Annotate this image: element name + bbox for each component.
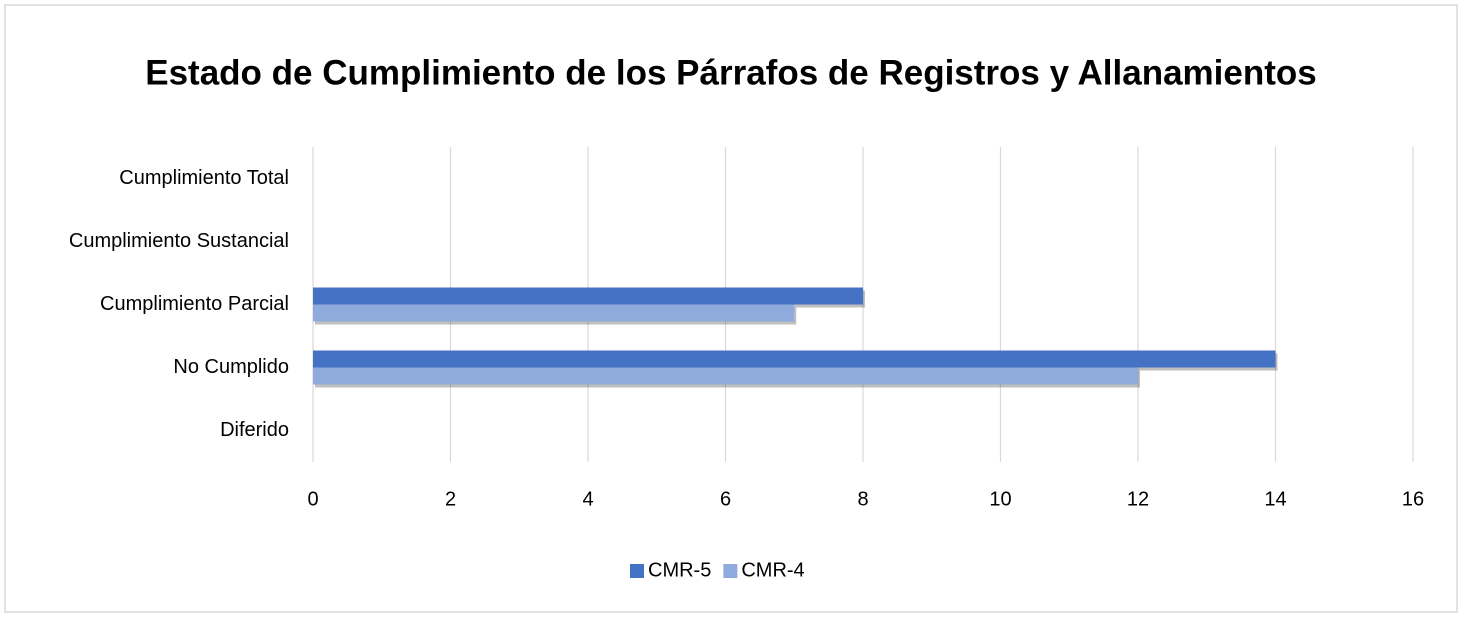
x-tick-label: 10 bbox=[989, 488, 1011, 510]
legend-swatch bbox=[630, 564, 644, 578]
y-tick-label: Cumplimiento Sustancial bbox=[69, 230, 289, 252]
x-tick-label: 4 bbox=[582, 488, 593, 510]
bar bbox=[313, 287, 863, 305]
legend-swatch bbox=[723, 564, 738, 578]
chart-title: Estado de Cumplimiento de los Párrafos d… bbox=[145, 53, 1316, 92]
x-tick-label: 16 bbox=[1402, 488, 1424, 510]
x-tick-label: 8 bbox=[857, 488, 868, 510]
x-tick-label: 2 bbox=[445, 488, 456, 510]
y-tick-label: No Cumplido bbox=[173, 356, 289, 378]
bar bbox=[313, 350, 1276, 368]
y-tick-label: Cumplimiento Total bbox=[119, 167, 289, 189]
x-tick-label: 12 bbox=[1127, 488, 1149, 510]
x-tick-label: 6 bbox=[720, 488, 731, 510]
legend-label: CMR-5 bbox=[648, 559, 711, 581]
legend-label: CMR-4 bbox=[741, 559, 804, 581]
bar bbox=[313, 367, 1138, 385]
x-tick-label: 0 bbox=[307, 488, 318, 510]
bar bbox=[313, 304, 795, 322]
y-tick-label: Diferido bbox=[220, 419, 289, 441]
y-tick-label: Cumplimiento Parcial bbox=[100, 293, 289, 315]
x-tick-label: 14 bbox=[1264, 488, 1286, 510]
